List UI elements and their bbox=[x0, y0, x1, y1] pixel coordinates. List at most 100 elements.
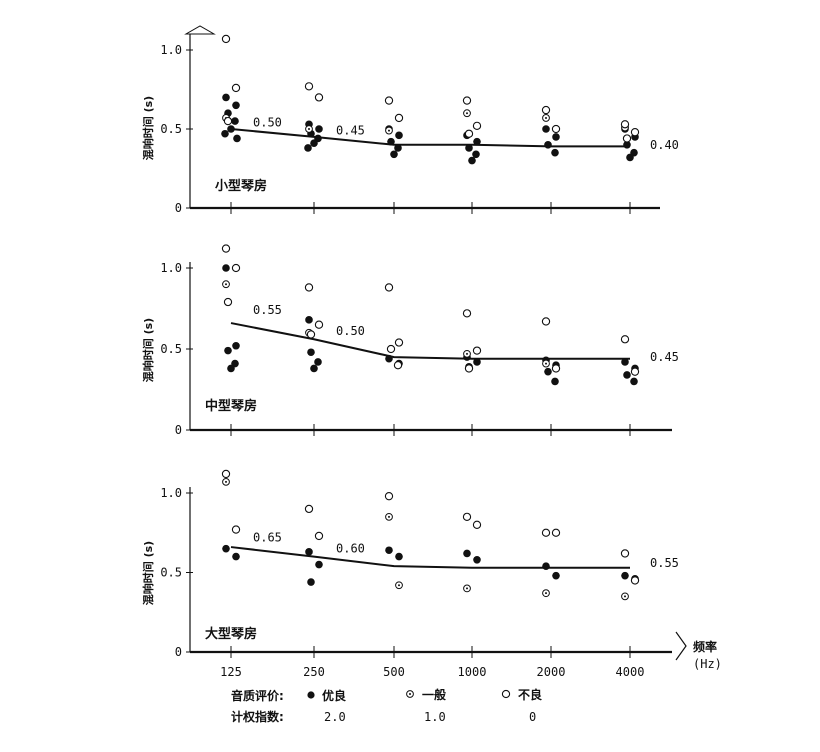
legend-fair-label: 一般 bbox=[422, 687, 446, 702]
point-good bbox=[630, 377, 638, 386]
point-good bbox=[544, 141, 552, 149]
x-tick-label: 4000 bbox=[616, 665, 645, 679]
point-fair-dot bbox=[466, 352, 468, 355]
y-tick-label: 0 bbox=[175, 201, 182, 215]
point-poor bbox=[304, 504, 314, 514]
point-good bbox=[232, 341, 240, 350]
point-fair-dot bbox=[225, 283, 227, 286]
y-tick-label: 1.0 bbox=[160, 486, 182, 500]
point-good bbox=[468, 156, 476, 165]
point-poor bbox=[630, 576, 640, 585]
point-poor bbox=[231, 525, 241, 534]
value-annotation: 0.50 bbox=[253, 116, 282, 130]
point-poor bbox=[464, 364, 474, 373]
point-good bbox=[394, 144, 402, 152]
point-good bbox=[222, 264, 230, 272]
point-poor bbox=[630, 128, 640, 137]
point-good bbox=[542, 125, 550, 133]
legend-fair-marker-icon bbox=[406, 690, 414, 698]
y-tick-label: 0.5 bbox=[160, 342, 182, 356]
point-good bbox=[307, 578, 315, 586]
point-good bbox=[227, 364, 235, 373]
value-annotation: 0.65 bbox=[253, 531, 282, 545]
point-poor bbox=[231, 83, 241, 93]
point-poor bbox=[304, 82, 314, 91]
y-tick-label: 0 bbox=[175, 645, 182, 659]
point-fair-dot bbox=[398, 584, 400, 587]
point-fair-dot bbox=[624, 595, 626, 598]
y-axis-label: 混响时间 (s) bbox=[141, 96, 155, 160]
point-poor bbox=[464, 129, 474, 138]
point-fair-dot bbox=[545, 592, 547, 595]
point-good bbox=[465, 144, 473, 152]
point-fair-dot bbox=[308, 128, 310, 130]
x-axis-label-text: 频率 bbox=[693, 639, 717, 654]
point-fair-dot bbox=[466, 112, 468, 115]
point-good bbox=[551, 377, 559, 386]
legend-poor-label: 不良 bbox=[518, 687, 542, 702]
x-axis-label: 频率 (Hz) bbox=[675, 631, 722, 671]
point-poor bbox=[384, 283, 394, 292]
point-poor bbox=[304, 283, 314, 292]
point-poor bbox=[541, 105, 551, 115]
point-good bbox=[544, 367, 552, 376]
point-fair-dot bbox=[388, 129, 390, 132]
point-poor bbox=[306, 330, 316, 339]
point-good bbox=[623, 141, 631, 149]
point-poor bbox=[386, 344, 396, 354]
x-tick-label: 2000 bbox=[537, 665, 566, 679]
point-poor bbox=[472, 121, 482, 130]
point-poor bbox=[394, 338, 404, 347]
point-good bbox=[222, 93, 230, 102]
point-good bbox=[310, 364, 318, 373]
point-good bbox=[233, 134, 241, 143]
value-annotation: 0.45 bbox=[336, 124, 365, 138]
point-poor bbox=[462, 96, 472, 105]
panel-title: 中型琴房 bbox=[205, 398, 257, 414]
y-tick-label: 0.5 bbox=[160, 122, 182, 136]
point-good bbox=[232, 552, 240, 561]
point-fair-dot bbox=[545, 116, 547, 119]
point-poor bbox=[551, 364, 561, 373]
point-poor bbox=[223, 297, 233, 307]
x-tick-label: 250 bbox=[303, 665, 325, 679]
point-good bbox=[385, 354, 393, 363]
point-good bbox=[387, 137, 395, 146]
legend-good-index: 2.0 bbox=[324, 710, 346, 724]
point-good bbox=[314, 358, 322, 366]
chart-panel-2: 0 0.5 1.0 混响时间 (s) 中型琴房 0.55 0.50 0.45 bbox=[141, 244, 679, 437]
y-tick-label: 1.0 bbox=[160, 261, 182, 275]
point-good bbox=[552, 133, 560, 141]
y-tick-label: 1.0 bbox=[160, 43, 182, 57]
trend-line bbox=[230, 546, 630, 569]
point-good bbox=[395, 131, 403, 140]
point-poor bbox=[231, 263, 241, 273]
legend-row2-label: 计权指数: bbox=[231, 709, 284, 724]
value-annotation: 0.60 bbox=[336, 542, 365, 556]
point-good bbox=[473, 358, 481, 366]
point-poor bbox=[620, 335, 630, 344]
value-annotation: 0.50 bbox=[336, 324, 365, 338]
legend-good-marker-icon bbox=[307, 691, 315, 699]
point-poor bbox=[630, 367, 640, 376]
y-tick-label: 0.5 bbox=[160, 566, 182, 580]
point-good bbox=[473, 137, 481, 146]
point-good bbox=[221, 129, 229, 138]
value-annotation: 0.55 bbox=[650, 556, 679, 570]
y-tick-label: 0 bbox=[175, 423, 182, 437]
legend-poor-marker-icon bbox=[501, 689, 511, 699]
x-tick-label: 500 bbox=[383, 665, 405, 679]
chart-panel-3: 0 0.5 1.0 125 250 500 1000 2000 4000 混响时间 (s) 大型琴房… bbox=[141, 469, 679, 679]
panel-title: 小型琴房 bbox=[215, 178, 267, 194]
point-good bbox=[626, 153, 634, 162]
point-good bbox=[315, 125, 323, 133]
x-tick-label: 1000 bbox=[458, 665, 487, 679]
point-poor bbox=[314, 320, 324, 329]
point-good bbox=[222, 544, 230, 553]
point-poor bbox=[393, 361, 403, 370]
trend-line bbox=[230, 322, 630, 360]
point-poor bbox=[314, 531, 324, 541]
legend-fair-index: 1.0 bbox=[424, 710, 446, 724]
